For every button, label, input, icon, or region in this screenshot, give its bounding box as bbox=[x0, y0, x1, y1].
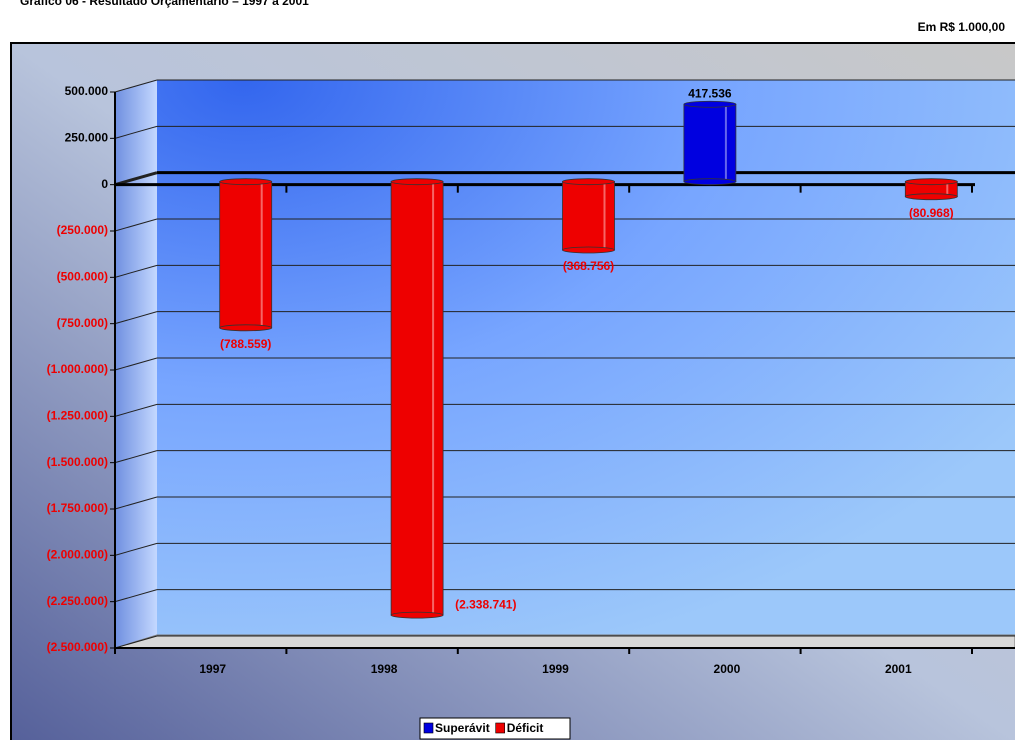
y-tick-label: (500.000) bbox=[57, 270, 108, 284]
legend-box bbox=[419, 717, 571, 740]
grid-line bbox=[114, 171, 158, 187]
grid-line bbox=[114, 357, 158, 371]
x-tick-label: 2000 bbox=[714, 662, 741, 676]
bar bbox=[219, 181, 273, 329]
value-label: (2.338.741) bbox=[455, 597, 516, 611]
legend-swatch bbox=[495, 722, 505, 734]
x-tick-label: 2001 bbox=[885, 662, 912, 676]
y-tick-label: (2.000.000) bbox=[47, 548, 108, 562]
bar-end bbox=[904, 193, 958, 201]
bar bbox=[683, 103, 737, 183]
grid-line bbox=[114, 450, 158, 464]
value-label: (368.756) bbox=[563, 259, 614, 273]
grid-line bbox=[114, 218, 158, 232]
bar-end bbox=[683, 178, 737, 186]
legend-label: Déficit bbox=[507, 721, 544, 735]
bar-cap bbox=[390, 178, 444, 186]
floor bbox=[114, 634, 1015, 649]
grid-line bbox=[114, 542, 158, 556]
legend-label: Superávit bbox=[435, 721, 490, 735]
bar-end bbox=[219, 324, 273, 332]
y-tick-label: 500.000 bbox=[65, 84, 109, 98]
y-tick-label: (750.000) bbox=[57, 316, 108, 330]
bar bbox=[390, 181, 444, 616]
grid-line bbox=[114, 264, 158, 278]
bar-end bbox=[562, 246, 615, 254]
legend-swatch bbox=[423, 722, 434, 734]
y-tick-label: 250.000 bbox=[65, 131, 109, 145]
grid-line bbox=[114, 79, 158, 93]
value-label: (80.968) bbox=[909, 206, 954, 220]
x-tick-label: 1998 bbox=[371, 662, 398, 676]
y-tick-label: (1.250.000) bbox=[47, 409, 108, 423]
bar bbox=[562, 181, 615, 251]
bar-cap bbox=[683, 100, 737, 108]
y-tick-label: (2.500.000) bbox=[47, 640, 108, 654]
y-tick-label: (1.000.000) bbox=[47, 362, 108, 376]
grid-line bbox=[114, 496, 158, 510]
x-tick-label: 1997 bbox=[199, 662, 226, 676]
grid-line bbox=[114, 403, 158, 417]
y-tick-label: (1.750.000) bbox=[47, 501, 108, 515]
chart-subtitle: Em R$ 1.000,00 bbox=[918, 20, 1006, 34]
x-tick-label: 1999 bbox=[542, 662, 569, 676]
value-label: (788.559) bbox=[220, 337, 271, 351]
grid-line bbox=[114, 311, 158, 325]
value-label: 417.536 bbox=[688, 86, 732, 100]
bar-cap bbox=[904, 178, 958, 186]
bar-end bbox=[390, 611, 444, 619]
y-tick-label: (2.250.000) bbox=[47, 594, 108, 608]
grid-line bbox=[114, 125, 158, 139]
bar-cap bbox=[562, 178, 615, 186]
y-tick-label: (250.000) bbox=[57, 223, 108, 237]
y-tick-label: (1.500.000) bbox=[47, 455, 108, 469]
chart-title: Gráfico 06 - Resultado Orçamentário – 19… bbox=[20, 0, 309, 8]
grid-line bbox=[114, 589, 158, 603]
bar-cap bbox=[219, 178, 273, 186]
grid-line bbox=[114, 635, 158, 649]
y-tick-label: 0 bbox=[101, 177, 108, 191]
